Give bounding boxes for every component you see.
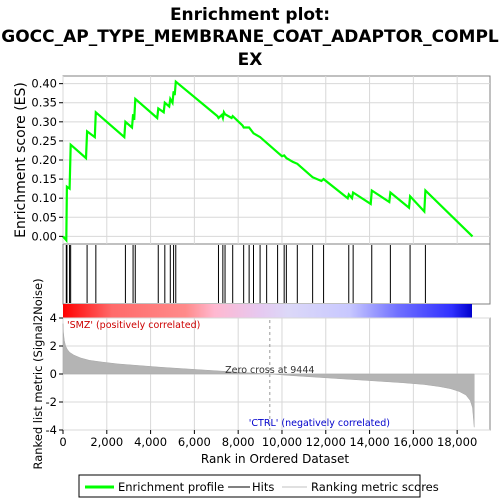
legend-entry-ranking-metric-scores: Ranking metric scores [282, 480, 439, 494]
metric-tick-label: 4 [50, 311, 57, 325]
legend-entry-enrichment-profile: Enrichment profile [85, 480, 224, 494]
es-tick-label: 0.25 [31, 134, 57, 148]
es-axis: 0.00 0.05 0.10 0.15 0.20 0.25 0.30 0.35 0.40 [31, 77, 63, 243]
es-tick-label: 0.00 [31, 229, 57, 243]
es-tick-label: 0.05 [31, 210, 57, 224]
x-tick-label: 6,000 [178, 435, 211, 449]
x-tick-label: 12,000 [306, 435, 346, 449]
legend-label-hits: Hits [252, 480, 274, 494]
metric-tick-label: -4 [46, 423, 57, 437]
es-tick-label: 0.40 [31, 77, 57, 91]
x-tick-label: 2,000 [90, 435, 123, 449]
rank-color-bar [63, 304, 472, 318]
hits-panel [62, 243, 491, 305]
x-tick-label: 0 [59, 435, 66, 449]
x-axis: 0 2,000 4,000 6,000 8,000 10,000 12,000 14,000 1… [59, 430, 477, 449]
es-tick-label: 0.10 [31, 191, 57, 205]
x-tick-label: 4,000 [134, 435, 167, 449]
enrichment-profile [62, 79, 474, 244]
x-tick-label: 14,000 [349, 435, 389, 449]
chart-title: Enrichment plot: [170, 5, 330, 25]
legend-box [78, 474, 421, 498]
chart-subtitle-line-2: EX [238, 50, 263, 70]
legend-entry-hits: Hits [228, 480, 274, 494]
metric-tick-label: 0 [50, 367, 57, 381]
x-tick-label: 18,000 [437, 435, 477, 449]
legend-label-ranking-metric-scores: Ranking metric scores [311, 480, 439, 494]
zero-cross-label: Zero cross at 9444 [225, 365, 314, 376]
es-tick-label: 0.35 [31, 96, 57, 110]
es-tick-label: 0.30 [31, 115, 57, 129]
metric-area-fill [62, 323, 475, 428]
es-axis-label: Enrichment score (ES) [13, 82, 29, 238]
metric-tick-label: 2 [50, 339, 57, 353]
metric-tick-label: -2 [46, 395, 57, 409]
hit-marks [65, 245, 426, 303]
negative-correlation-label: 'CTRL' (negatively correlated) [249, 418, 390, 429]
x-axis-label: Rank in Ordered Dataset [201, 452, 349, 466]
x-tick-label: 10,000 [262, 435, 302, 449]
x-tick-label: 16,000 [393, 435, 433, 449]
legend-label-enrichment-profile: Enrichment profile [118, 480, 224, 494]
es-grid [62, 76, 490, 244]
es-tick-label: 0.15 [31, 172, 57, 186]
es-tick-label: 0.20 [31, 153, 57, 167]
positive-correlation-label: 'SMZ' (positively correlated) [67, 320, 200, 331]
x-tick-label: 8,000 [222, 435, 255, 449]
chart-subtitle-line-1: GOCC_AP_TYPE_MEMBRANE_COAT_ADAPTOR_COMPL [1, 27, 499, 47]
ranking-metric-scores [62, 323, 475, 428]
metric-axis: -4 -2 0 2 4 [46, 311, 63, 437]
enrichment-profile-line [62, 79, 474, 244]
metric-axis-label: Ranked list metric (Signal2Noise) [31, 278, 45, 469]
